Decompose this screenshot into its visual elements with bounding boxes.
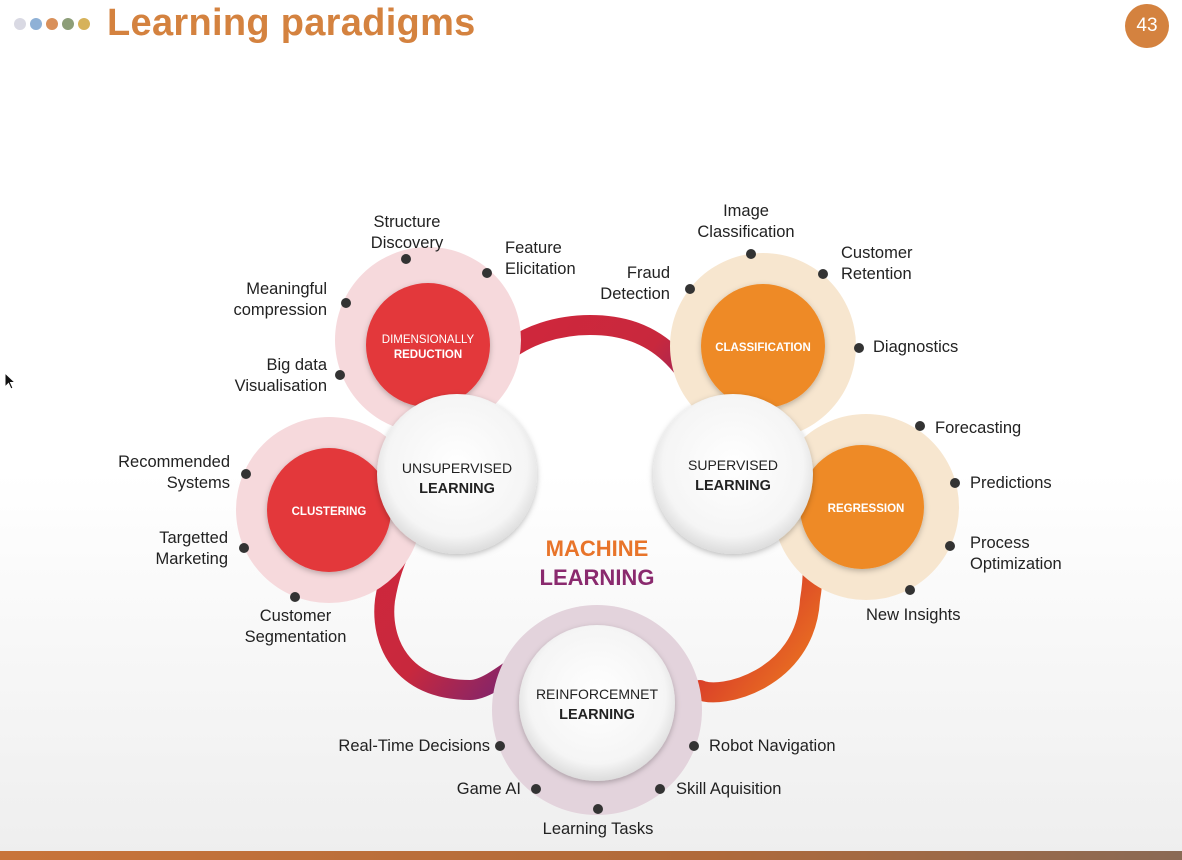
- leaf-image-classification-l1: Image: [723, 202, 769, 220]
- bullet-image-classification: [746, 249, 756, 259]
- center-label-learning: LEARNING: [540, 565, 655, 590]
- leaf-customer-segmentation: Customer Segmentation: [228, 606, 363, 648]
- dimensionality-label-1: DIMENSIONALLY: [382, 334, 475, 346]
- page-number-badge: 43: [1125, 4, 1169, 48]
- bullet-new-insights: [905, 585, 915, 595]
- leaf-image-classification: Image Classification: [685, 201, 807, 243]
- supervised-hub: [653, 394, 813, 554]
- center-label-machine: MACHINE: [546, 536, 649, 561]
- dot-3: [46, 18, 58, 30]
- bullet-predictions: [950, 478, 960, 488]
- bullet-learning-tasks: [593, 804, 603, 814]
- bullet-fraud-detection: [685, 284, 695, 294]
- leaf-fraud-detection: Fraud Detection: [570, 263, 670, 305]
- leaf-real-time-decisions: Real-Time Decisions: [338, 737, 490, 755]
- leaf-diagnostics: Diagnostics: [873, 338, 959, 356]
- leaf-learning-tasks: Learning Tasks: [542, 820, 654, 838]
- leaf-fraud-detection-l2: Detection: [600, 285, 670, 303]
- leaf-feature-elicitation: Feature Elicitation: [505, 238, 576, 280]
- leaf-forecasting: Forecasting: [935, 419, 1022, 437]
- bullet-feature-elicitation: [482, 268, 492, 278]
- leaf-new-insights: New Insights: [866, 606, 961, 624]
- leaf-big-data-visualisation-l1: Big data: [266, 356, 327, 374]
- unsupervised-hub: [377, 394, 537, 554]
- leaf-image-classification-l2: Classification: [697, 223, 795, 241]
- bullet-real-time-decisions: [495, 741, 505, 751]
- bullet-robot-navigation: [689, 741, 699, 751]
- dot-2: [30, 18, 42, 30]
- leaf-customer-retention-l2: Retention: [841, 265, 912, 283]
- reinforcement-label-1: REINFORCEMNET: [536, 686, 659, 702]
- bullet-customer-retention: [818, 269, 828, 279]
- bullet-big-data: [335, 370, 345, 380]
- ml-ribbon-shape: [374, 315, 823, 703]
- leaf-process-optimization-l2: Optimization: [970, 555, 1062, 573]
- leaf-predictions: Predictions: [970, 474, 1052, 492]
- leaf-customer-segmentation-l1: Customer: [259, 607, 332, 625]
- leaf-targetted-marketing-l1: Targetted: [159, 529, 228, 547]
- leaf-meaningful-compression: Meaningful compression: [200, 279, 327, 321]
- unsupervised-label-1: UNSUPERVISED: [402, 460, 512, 476]
- regression-label: REGRESSION: [828, 503, 905, 515]
- bullet-recommended-systems: [241, 469, 251, 479]
- dimensionality-node: [366, 283, 490, 407]
- bullet-forecasting: [915, 421, 925, 431]
- dot-1: [14, 18, 26, 30]
- leaf-skill-aquisition: Skill Aquisition: [676, 780, 782, 798]
- leaf-structure-discovery-l1: Structure: [373, 213, 441, 231]
- clustering-node: [267, 448, 391, 572]
- dot-5: [78, 18, 90, 30]
- leaf-process-optimization-l1: Process: [970, 534, 1030, 552]
- leaf-meaningful-compression-l1: Meaningful: [246, 280, 327, 298]
- supervised-label-1: SUPERVISED: [688, 457, 778, 473]
- footer-bar: [0, 851, 1182, 860]
- leaf-fraud-detection-l1: Fraud: [626, 264, 670, 282]
- leaf-recommended-systems: Recommended Systems: [96, 452, 230, 494]
- slide-header: Learning paradigms 43: [0, 0, 1182, 56]
- leaf-recommended-systems-l1: Recommended: [118, 453, 230, 471]
- reinforcement-hub: [519, 625, 675, 781]
- leaf-recommended-systems-l2: Systems: [166, 474, 230, 492]
- bullet-meaningful-compression: [341, 298, 351, 308]
- leaf-customer-retention-l1: Customer: [841, 244, 913, 262]
- bullet-process-optimization: [945, 541, 955, 551]
- unsupervised-label-2: LEARNING: [419, 481, 495, 497]
- leaf-structure-discovery: Structure Discovery: [362, 212, 452, 254]
- leaf-feature-elicitation-l1: Feature: [505, 239, 562, 257]
- leaf-targetted-marketing-l2: Marketing: [155, 550, 228, 568]
- leaf-big-data-visualisation-l2: Visualisation: [234, 377, 327, 395]
- leaf-robot-navigation: Robot Navigation: [709, 737, 836, 755]
- bullet-structure-discovery: [401, 254, 411, 264]
- supervised-label-2: LEARNING: [695, 478, 771, 494]
- bullet-targetted-marketing: [239, 543, 249, 553]
- regression-node: [800, 445, 924, 569]
- dimensionality-label-2: REDUCTION: [394, 349, 462, 361]
- classification-label: CLASSIFICATION: [715, 342, 811, 354]
- leaf-targetted-marketing: Targetted Marketing: [110, 528, 228, 570]
- bullet-diagnostics: [854, 343, 864, 353]
- leaf-customer-segmentation-l2: Segmentation: [244, 628, 347, 646]
- dot-4: [62, 18, 74, 30]
- leaf-game-ai: Game AI: [456, 780, 521, 798]
- bullet-game-ai: [531, 784, 541, 794]
- classification-node: [701, 284, 825, 408]
- leaf-structure-discovery-l2: Discovery: [370, 234, 444, 252]
- reinforcement-label-2: LEARNING: [559, 707, 635, 723]
- bullet-skill-aquisition: [655, 784, 665, 794]
- leaf-customer-retention: Customer Retention: [841, 243, 913, 285]
- decorative-dots: [14, 18, 90, 30]
- slide-title: Learning paradigms: [107, 2, 476, 44]
- leaf-process-optimization: Process Optimization: [970, 533, 1062, 575]
- mouse-cursor-icon: [4, 372, 17, 390]
- leaf-big-data-visualisation: Big data Visualisation: [200, 355, 327, 397]
- leaf-meaningful-compression-l2: compression: [233, 301, 327, 319]
- bullet-customer-segmentation: [290, 592, 300, 602]
- clustering-label: CLUSTERING: [292, 506, 367, 518]
- leaf-feature-elicitation-l2: Elicitation: [505, 260, 576, 278]
